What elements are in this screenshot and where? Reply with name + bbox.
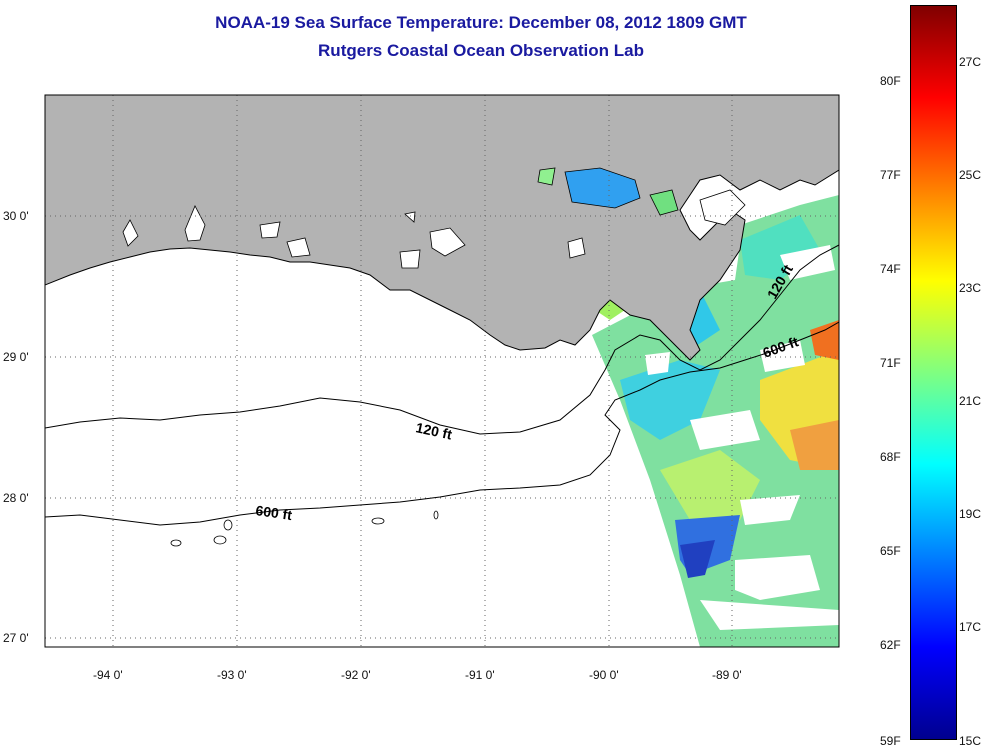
colorbar-label-59f: 59F [880,734,901,748]
colorbar-label-15c: 15C [959,734,982,748]
lat-label-28: 28 0' [3,491,29,505]
map-subtitle: Rutgers Coastal Ocean Observation Lab [318,41,644,60]
graticule [45,95,839,647]
colorbar-label-74f: 74F [880,262,901,276]
colorbar-label-25c: 25C [959,168,982,182]
colorbar-label-27c: 27C [959,55,982,69]
colorbar-label-68f: 68F [880,450,901,464]
map-frame [44,94,840,648]
lat-label-30: 30 0' [3,209,29,223]
colorbar-label-21c: 21C [959,394,982,408]
lon-label-94: -94 0' [93,668,123,682]
isobath-120ft [45,244,839,435]
land-mass [45,95,839,361]
map-title: NOAA-19 Sea Surface Temperature: Decembe… [215,13,747,32]
isobath-600ft [45,321,839,526]
lat-label-29: 29 0' [3,350,29,364]
colorbar-label-71f: 71F [880,356,901,370]
isobath-label-120: 120 ft [414,419,453,442]
colorbar-label-80f: 80F [880,74,901,88]
colorbar-label-62f: 62F [880,638,901,652]
lat-label-27: 27 0' [3,631,29,645]
colorbar-label-65f: 65F [880,544,901,558]
temperature-colorbar [910,5,957,740]
lon-label-89: -89 0' [712,668,742,682]
colorbar-label-19c: 19C [959,507,982,521]
isobath-label-600: 600 ft [255,502,294,523]
lon-label-90: -90 0' [589,668,619,682]
colorbar-label-17c: 17C [959,620,982,634]
colorbar-label-77f: 77F [880,168,901,182]
lon-label-93: -93 0' [217,668,247,682]
colorbar-label-23c: 23C [959,281,982,295]
lon-label-91: -91 0' [465,668,495,682]
lon-label-92: -92 0' [341,668,371,682]
